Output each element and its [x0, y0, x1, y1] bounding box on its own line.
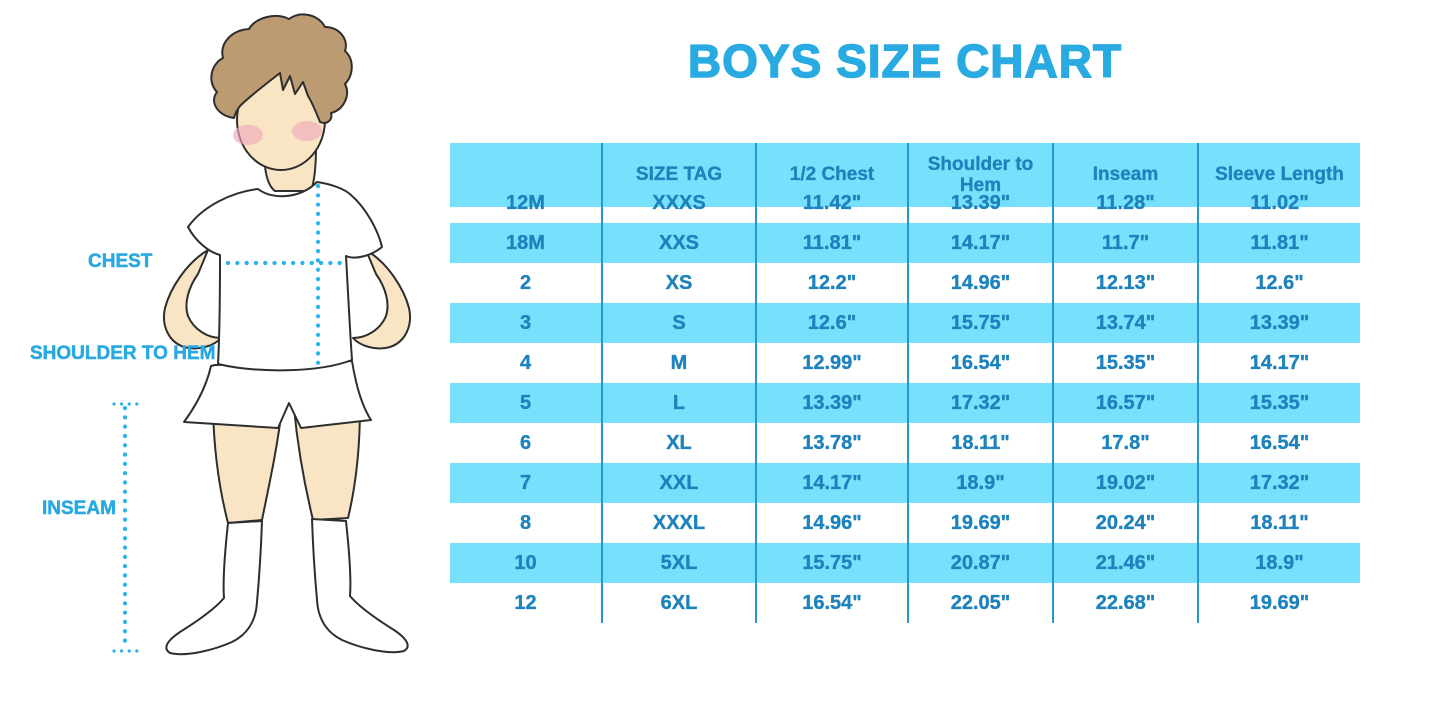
measurement-cell: 21.46": [1052, 543, 1197, 583]
measurement-cell: 16.54": [755, 583, 907, 623]
size-cell: 7: [450, 463, 601, 503]
measurement-cell: XS: [601, 263, 755, 303]
page-title: BOYS SIZE CHART: [687, 34, 1123, 87]
measurement-cell: 19.69": [1197, 583, 1360, 623]
measurement-cell: 12.13": [1052, 263, 1197, 303]
measurement-cell: 20.24": [1052, 503, 1197, 543]
size-cell: 3: [450, 303, 601, 343]
measurement-cell: 11.81": [1197, 223, 1360, 263]
size-cell: 5: [450, 383, 601, 423]
measurement-cell: 13.39": [907, 183, 1052, 223]
size-cell: 2: [519, 271, 532, 294]
column-header: Inseam: [1052, 143, 1197, 207]
measurement-cell: 6XL: [601, 583, 755, 623]
measurement-cell: 22.05": [907, 583, 1052, 623]
measurement-cell: 18.9": [1197, 543, 1360, 583]
measurement-cell: 13.39": [755, 383, 907, 423]
chest-label: CHEST: [88, 251, 153, 273]
left-arm: [163, 249, 222, 350]
measurement-cell: S: [601, 303, 755, 343]
measurement-cell: 11.81": [755, 223, 907, 263]
measurement-cell: 15.35": [1197, 383, 1360, 423]
measurement-cell: 18.9": [907, 463, 1052, 503]
measurement-cell: 18.11": [907, 423, 1052, 463]
t-shirt: [187, 181, 383, 372]
measurement-cell: XXS: [601, 223, 755, 263]
inseam-label: INSEAM: [42, 498, 116, 520]
measurement-cell: 14.17": [1197, 343, 1360, 383]
measurement-cell: 13.39": [1197, 303, 1360, 343]
measurement-cell: 20.87": [907, 543, 1052, 583]
measurement-cell: 12.99": [755, 343, 907, 383]
measurement-cell: XXXL: [601, 503, 755, 543]
column-header: SIZE TAG: [601, 143, 755, 207]
measurement-cell: 12.6": [1197, 263, 1360, 303]
measurement-cell: 17.32": [907, 383, 1052, 423]
size-cell: 6: [519, 431, 532, 454]
measurement-cell: 11.42": [755, 183, 907, 223]
measurement-cell: 18.11": [1197, 503, 1360, 543]
measurement-cell: 15.75": [907, 303, 1052, 343]
size-cell: 12: [514, 591, 537, 614]
shorts: [183, 360, 372, 429]
measurement-cell: 22.68": [1052, 583, 1197, 623]
measurement-cell: 16.54": [907, 343, 1052, 383]
blush-left-icon: [233, 125, 263, 145]
measurement-cell: XL: [601, 423, 755, 463]
column-header: Sleeve Length: [1197, 143, 1360, 207]
measurement-cell: 14.96": [907, 263, 1052, 303]
column-header: [450, 143, 601, 207]
right-leg: [293, 405, 361, 521]
measurement-cell: 15.75": [755, 543, 907, 583]
measurement-cell: 14.96": [755, 503, 907, 543]
hair: [210, 13, 353, 124]
measurement-cell: 14.17": [907, 223, 1052, 263]
measurement-cell: 13.78": [755, 423, 907, 463]
measurement-cell: 19.69": [907, 503, 1052, 543]
measurement-cell: 19.02": [1052, 463, 1197, 503]
size-cell: 4: [519, 351, 532, 374]
right-arm: [352, 249, 411, 350]
measurement-cell: XXL: [601, 463, 755, 503]
size-cell: 10: [450, 543, 601, 583]
column-header: Shoulder to Hem: [907, 143, 1052, 207]
blush-right-icon: [292, 121, 322, 141]
measurement-cell: 12.6": [755, 303, 907, 343]
column-header: 1/2 Chest: [755, 143, 907, 207]
measurement-cell: 16.54": [1197, 423, 1360, 463]
shoulder-to-hem-label: SHOULDER TO HEM: [30, 343, 216, 365]
measurement-cell: 13.74": [1052, 303, 1197, 343]
measurement-cell: 16.57": [1052, 383, 1197, 423]
left-sock: [165, 520, 263, 656]
measurement-cell: 11.02": [1197, 183, 1360, 223]
measurement-cell: 11.7": [1052, 223, 1197, 263]
measurement-cell: L: [601, 383, 755, 423]
size-cell: 8: [519, 511, 532, 534]
boy-illustration: [112, 13, 411, 656]
measurement-cell: 17.8": [1052, 423, 1197, 463]
measurement-cell: 15.35": [1052, 343, 1197, 383]
measurement-cell: 17.32": [1197, 463, 1360, 503]
right-sock: [311, 518, 409, 654]
size-table: SIZE TAG 1/2 Chest Shoulder to Hem Inseam Sl…: [450, 143, 1360, 623]
size-cell: 12M: [506, 191, 545, 214]
measurement-cell: 11.28": [1052, 183, 1197, 223]
measurement-cell: M: [601, 343, 755, 383]
measurement-cell: 14.17": [755, 463, 907, 503]
size-cell: 18M: [450, 223, 601, 263]
measurement-cell: 5XL: [601, 543, 755, 583]
measurement-cell: XXXS: [601, 183, 755, 223]
measurement-cell: 12.2": [755, 263, 907, 303]
